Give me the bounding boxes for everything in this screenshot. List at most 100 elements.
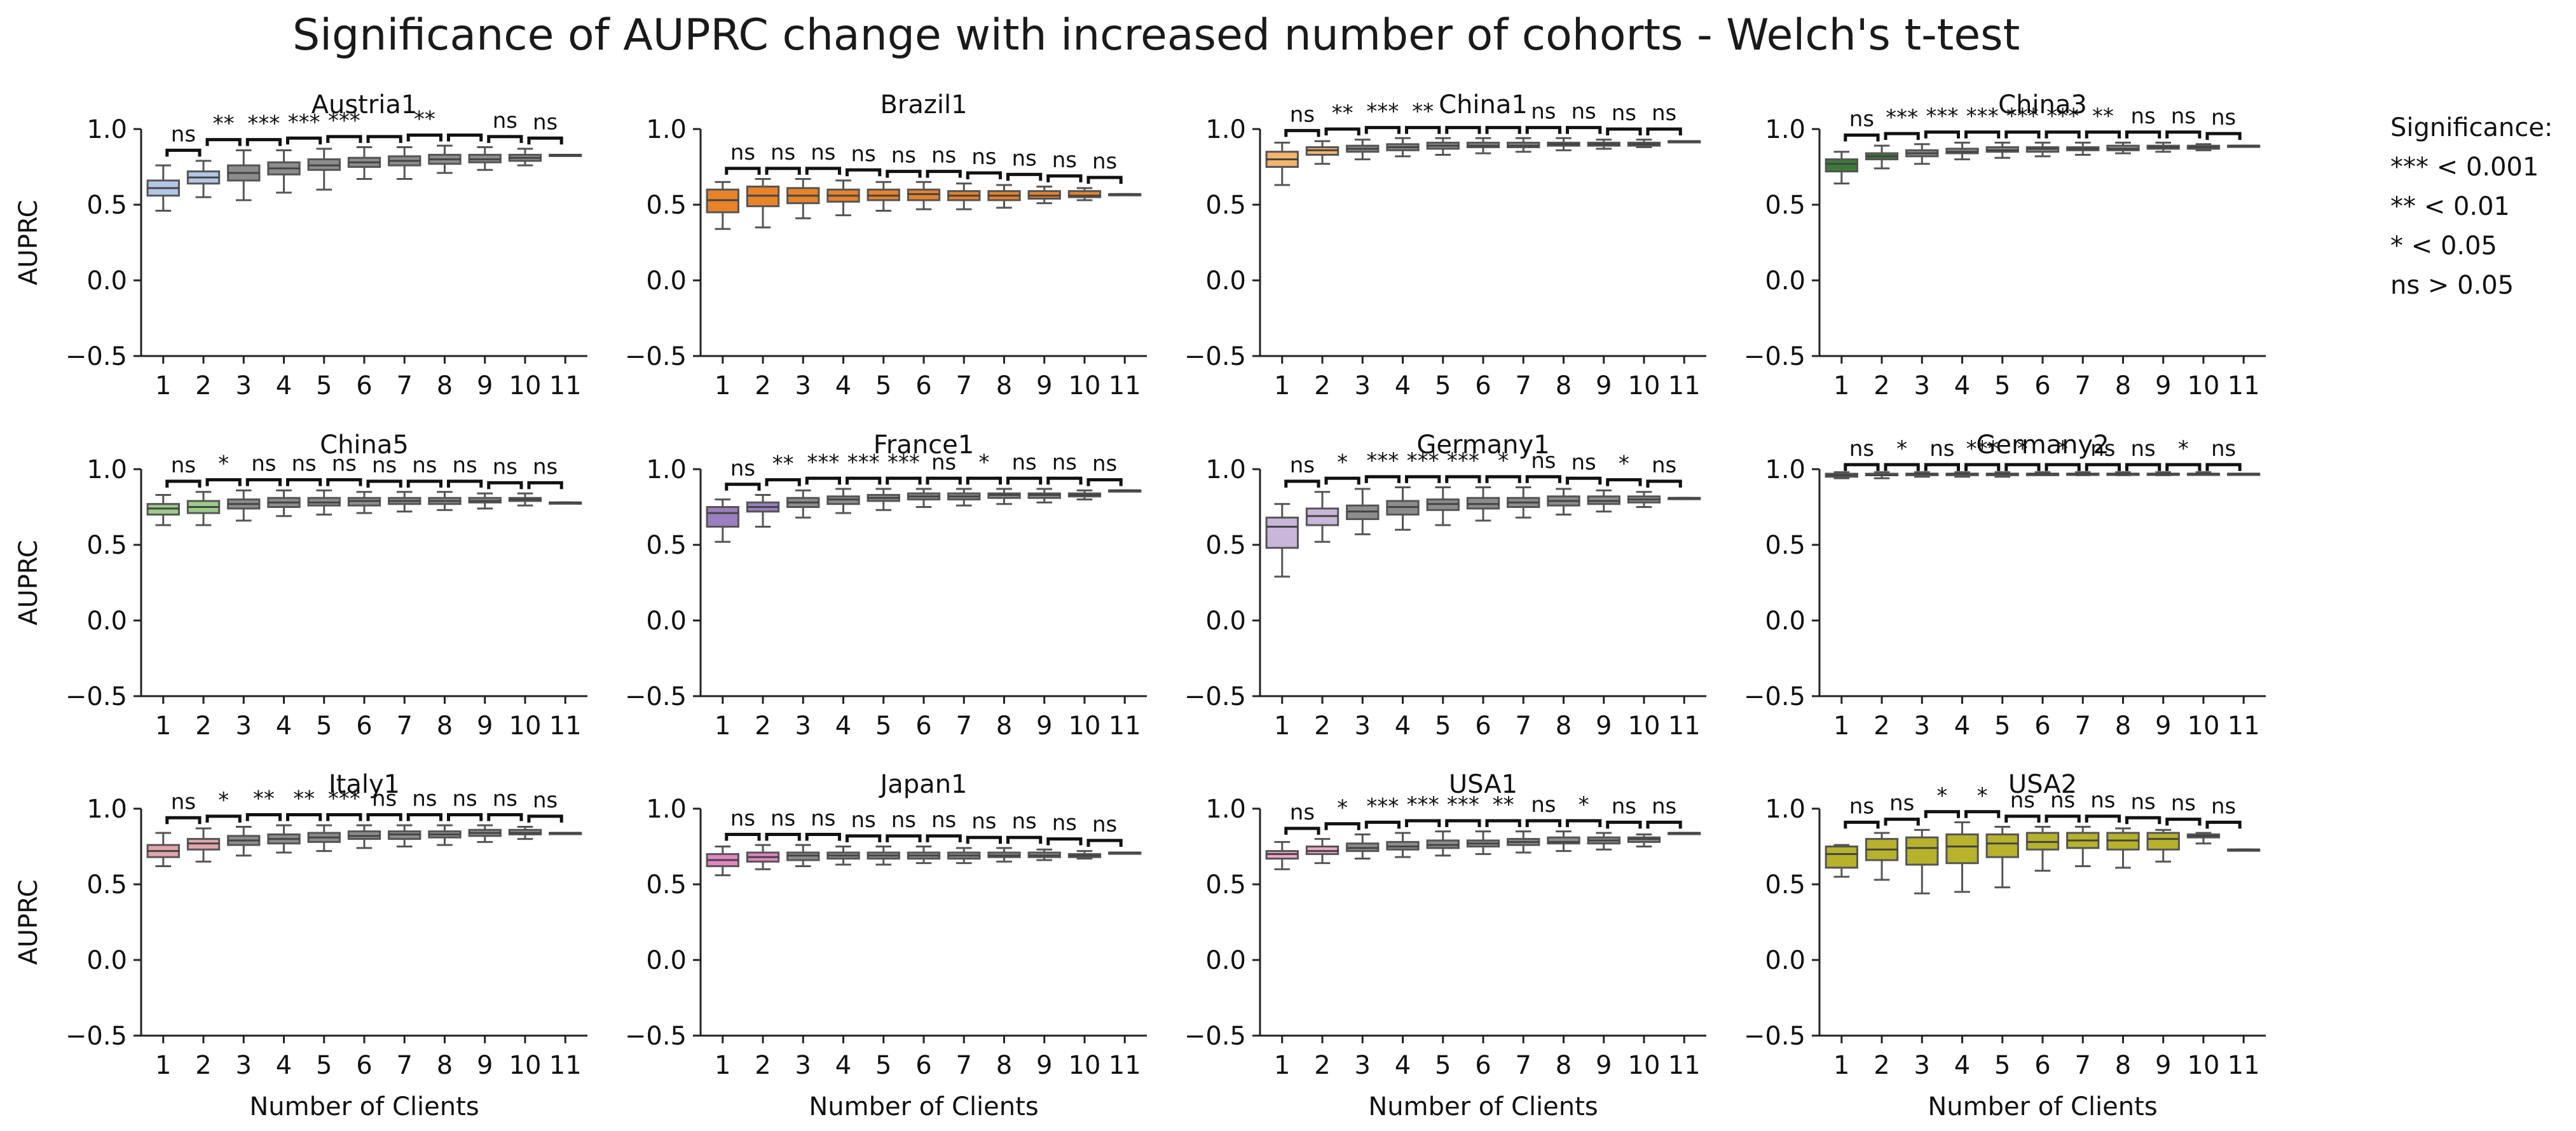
x-axis-label-usa2: Number of Clients xyxy=(1928,1092,2157,1121)
sig-label-germany1: * xyxy=(1498,448,1509,474)
sig-bracket-china5 xyxy=(205,478,242,486)
sig-label-japan1: ns xyxy=(891,807,916,833)
sig-label-italy1: ns xyxy=(493,786,517,812)
sig-bracket-usa1 xyxy=(1324,822,1360,830)
sig-bracket-china3 xyxy=(2165,130,2202,139)
x-tick-label-japan1: 7 xyxy=(956,1051,972,1080)
legend-entry-ns: ns > 0.05 xyxy=(2390,271,2514,300)
sig-label-china1: ** xyxy=(1332,100,1353,126)
box-china3-1 xyxy=(1825,158,1858,173)
sig-label-germany1: ns xyxy=(1652,453,1676,478)
x-tick-label-china1: 5 xyxy=(1435,371,1451,401)
sig-label-japan1: ns xyxy=(1052,811,1077,836)
sig-bracket-china3 xyxy=(2125,130,2162,139)
sig-label-germany1: *** xyxy=(1447,448,1479,474)
sig-label-brazil1: ns xyxy=(971,144,996,170)
sig-bracket-brazil1 xyxy=(765,167,801,175)
x-tick-label-usa1: 9 xyxy=(1596,1051,1612,1080)
x-tick-label-japan1: 1 xyxy=(715,1051,730,1080)
sig-bracket-china5 xyxy=(286,478,322,486)
sig-bracket-germany1 xyxy=(1445,475,1481,483)
sig-label-china1: *** xyxy=(1366,99,1399,125)
sig-bracket-germany2 xyxy=(1924,463,1961,471)
sig-label-germany2: * xyxy=(1896,436,1907,462)
sig-bracket-china5 xyxy=(406,479,442,488)
sig-label-usa1: ** xyxy=(1493,792,1514,818)
x-tick-label-france1: 7 xyxy=(956,711,972,741)
sig-bracket-brazil1 xyxy=(846,168,882,177)
x-tick-label-usa2: 11 xyxy=(2228,1051,2260,1080)
x-tick-label-china5: 7 xyxy=(397,711,413,741)
sig-label-china5: ns xyxy=(533,454,558,479)
y-tick-label-china3: −0.5 xyxy=(1744,342,1805,371)
sig-label-china3: ns xyxy=(2211,105,2236,130)
x-tick-label-austria1: 6 xyxy=(356,371,372,401)
y-tick-label-italy1: 1.0 xyxy=(86,795,127,824)
sig-label-usa2: ns xyxy=(2090,788,2115,813)
x-tick-label-usa2: 4 xyxy=(1954,1051,1970,1080)
box-usa2-1 xyxy=(1825,846,1858,869)
sig-bracket-china1 xyxy=(1364,126,1401,134)
chart-title: Significance of AUPRC change with increa… xyxy=(292,10,2020,60)
sig-label-usa1: ns xyxy=(1612,793,1636,819)
x-tick-label-austria1: 9 xyxy=(477,371,493,401)
y-tick-label-usa1: 0.5 xyxy=(1205,870,1246,900)
x-tick-label-china3: 6 xyxy=(2034,371,2050,401)
sig-label-usa2: * xyxy=(1936,783,1947,809)
sig-label-usa1: ns xyxy=(1531,792,1556,818)
x-tick-label-france1: 5 xyxy=(875,711,891,741)
y-tick-label-china1: 0.0 xyxy=(1205,266,1246,296)
x-tick-label-italy1: 9 xyxy=(477,1051,493,1080)
y-tick-label-germany2: 0.5 xyxy=(1765,531,1805,560)
x-tick-label-china3: 2 xyxy=(1874,371,1889,401)
sig-bracket-germany2 xyxy=(1964,463,2001,471)
sig-label-france1: ns xyxy=(1011,449,1036,475)
sig-bracket-austria1 xyxy=(326,135,362,143)
panel-title-china5: China5 xyxy=(320,430,409,460)
x-tick-label-china5: 1 xyxy=(155,711,171,741)
y-tick-label-china1: −0.5 xyxy=(1184,342,1246,371)
x-tick-label-china3: 4 xyxy=(1954,371,1970,401)
sig-bracket-germany2 xyxy=(1844,463,1880,471)
sig-label-usa2: ns xyxy=(2010,788,2035,813)
legend-title: Significance: xyxy=(2390,113,2553,142)
x-tick-label-germany2: 9 xyxy=(2155,711,2171,741)
x-tick-label-germany2: 11 xyxy=(2228,711,2260,741)
sig-bracket-usa2 xyxy=(1924,810,1961,818)
y-tick-label-france1: −0.5 xyxy=(625,682,687,711)
box-usa2-4 xyxy=(1945,833,1979,865)
sig-bracket-japan1 xyxy=(966,835,1002,844)
sig-bracket-germany1 xyxy=(1324,476,1360,485)
x-tick-label-china5: 8 xyxy=(437,711,453,741)
x-tick-label-china3: 3 xyxy=(1914,371,1930,401)
x-tick-label-china3: 1 xyxy=(1833,371,1849,401)
sig-bracket-china3 xyxy=(1964,130,2001,139)
x-tick-label-china5: 10 xyxy=(509,711,542,741)
sig-label-brazil1: ns xyxy=(1052,147,1077,173)
x-tick-label-france1: 11 xyxy=(1109,711,1141,741)
sig-bracket-usa1 xyxy=(1445,819,1481,828)
sig-label-italy1: ns xyxy=(412,786,437,812)
y-tick-label-china5: −0.5 xyxy=(65,682,127,711)
sig-label-france1: *** xyxy=(847,449,880,475)
panel-title-usa1: USA1 xyxy=(1449,770,1518,799)
sig-label-austria1: ns xyxy=(171,121,196,147)
sig-label-china3: ns xyxy=(1849,107,1874,132)
x-tick-label-germany1: 11 xyxy=(1668,711,1701,741)
x-tick-label-france1: 2 xyxy=(755,711,771,741)
x-tick-label-china5: 6 xyxy=(356,711,372,741)
sig-bracket-usa2 xyxy=(1964,810,2001,818)
x-tick-label-germany2: 8 xyxy=(2115,711,2131,741)
sig-bracket-germany1 xyxy=(1405,475,1441,483)
sig-label-usa2: ns xyxy=(2211,793,2236,819)
x-tick-label-italy1: 1 xyxy=(155,1051,171,1080)
sig-label-china5: ns xyxy=(251,451,276,477)
sig-bracket-china3 xyxy=(2004,130,2041,139)
sig-bracket-usa2 xyxy=(2085,814,2121,823)
y-tick-label-austria1: −0.5 xyxy=(65,342,127,371)
sig-bracket-usa2 xyxy=(1884,818,1920,826)
sig-label-austria1: *** xyxy=(328,108,360,134)
x-tick-label-japan1: 4 xyxy=(835,1051,851,1080)
sig-label-italy1: ns xyxy=(533,788,558,813)
